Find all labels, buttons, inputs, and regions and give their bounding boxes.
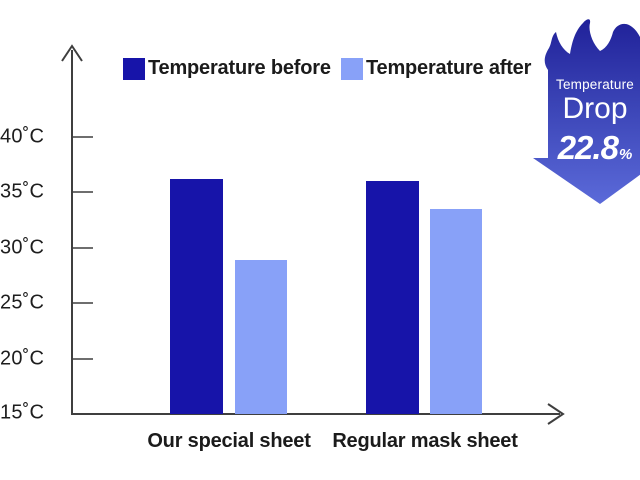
badge-percent-sign: % [618,146,633,163]
badge-value-row: 22.8 % [546,129,640,167]
legend-item-before: Temperature before [123,57,331,80]
category-label-special-sheet: Our special sheet [147,430,311,452]
bar-before-special-sheet [170,179,223,414]
x-axis-arrow-icon [547,403,565,425]
badge-value: 22.8 [557,129,619,166]
flame-arrow-icon [533,19,640,204]
legend-label-after: Temperature after [366,57,532,79]
category-label-regular-sheet: Regular mask sheet [332,430,518,452]
y-tick-label-20: 20˚C [0,347,45,370]
legend-swatch-after [341,57,363,80]
bar-after-special-sheet [235,259,287,414]
legend-label-before: Temperature before [148,57,331,79]
y-axis-arrow-icon [61,44,83,62]
temperature-drop-badge: Temperature Drop 22.8 % [530,6,640,218]
legend-swatch-before [123,57,145,80]
badge-label-temperature: Temperature [556,77,634,92]
y-tick-label-15: 15˚C [0,401,45,424]
bar-before-regular-sheet [366,181,419,414]
y-tick-label-30: 30˚C [0,236,45,259]
bar-after-regular-sheet [430,209,482,414]
legend-item-after: Temperature after [341,57,531,80]
y-tick-label-35: 35˚C [0,180,45,203]
y-tick-label-25: 25˚C [0,291,45,314]
badge-label-drop: Drop [562,92,628,125]
y-tick-label-40: 40˚C [0,125,45,148]
